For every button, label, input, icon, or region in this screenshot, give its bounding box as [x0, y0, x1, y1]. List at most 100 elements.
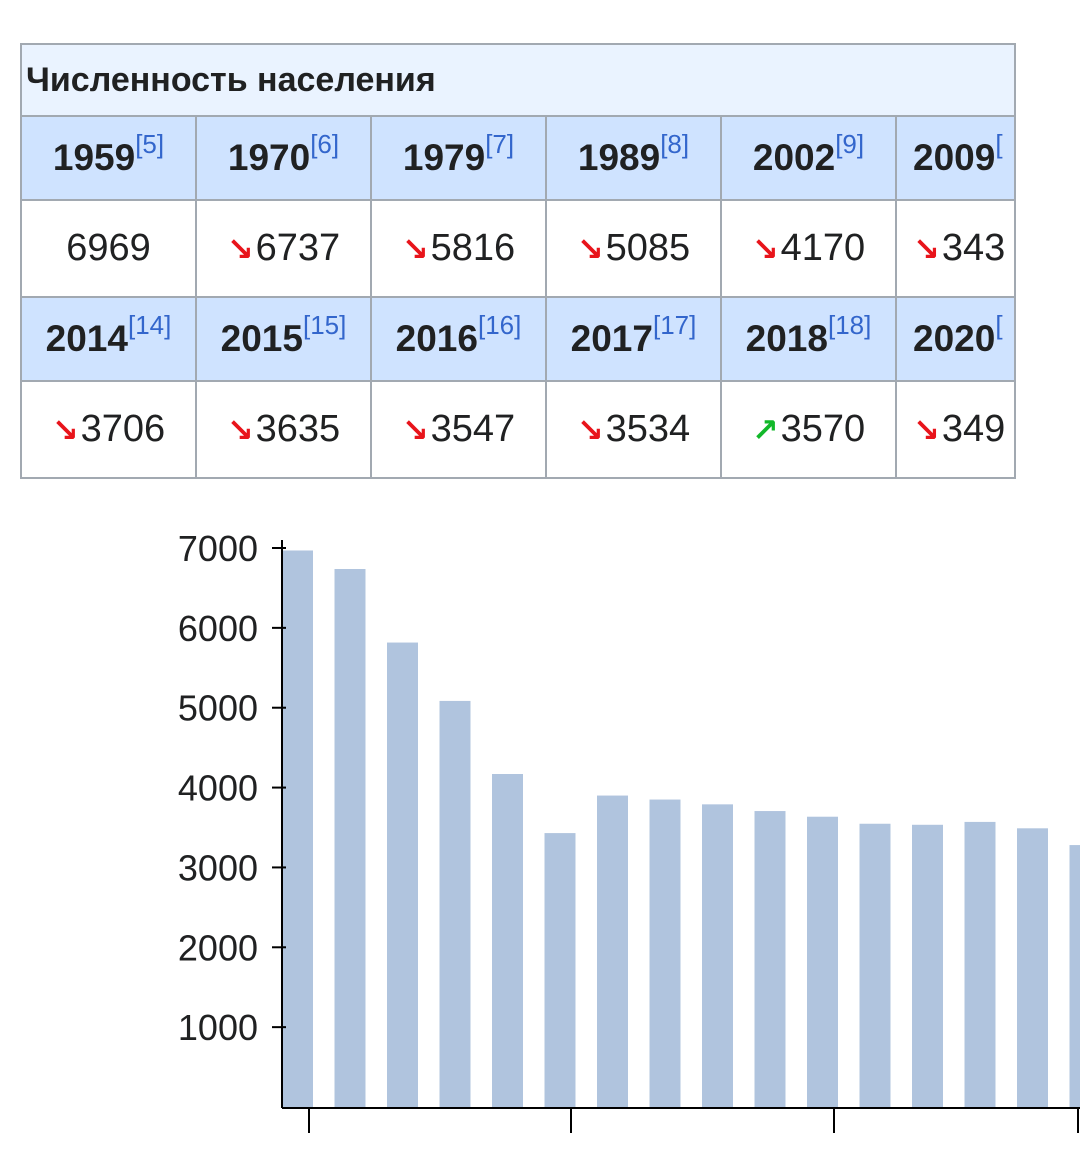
reference-link[interactable]: [16] — [477, 309, 522, 340]
y-tick-label: 7000 — [178, 528, 258, 569]
increase-arrow-icon: ↗ — [751, 411, 779, 448]
chart-bar — [544, 833, 576, 1107]
year-label: 1959 — [52, 137, 136, 178]
chart-bar — [597, 795, 628, 1107]
population-value: 5085 — [605, 227, 691, 269]
year-label: 2017 — [570, 318, 653, 359]
population-value-cell: ↘ 3547 — [372, 382, 547, 477]
year-header-cell: 2020[ — [897, 298, 1014, 382]
chart-bar — [702, 804, 733, 1107]
population-value-cell: ↘ 349 — [897, 382, 1014, 477]
reference-link[interactable]: [14] — [127, 309, 172, 340]
chart-bar — [859, 823, 891, 1107]
chart-bar — [492, 773, 523, 1107]
year-header-cell: 2017 [17] — [547, 298, 722, 382]
year-header-cell: 1979 [7] — [372, 117, 547, 201]
decrease-arrow-icon: ↘ — [226, 230, 254, 267]
population-value: 3547 — [430, 408, 516, 450]
reference-link[interactable]: [ — [995, 309, 1003, 340]
year-header-row: 2014 [14] 2015 [15] 2016 [16] 2017 [17] 2018 [18]… — [22, 298, 1014, 382]
year-label: 2009 — [913, 137, 996, 178]
reference-link[interactable]: [9] — [835, 128, 865, 159]
chart-bar — [754, 811, 786, 1107]
year-header-cell: 1959 [5] — [22, 117, 197, 201]
population-value: 6969 — [66, 227, 151, 269]
year-header-cell: 2009[ — [897, 117, 1014, 201]
reference-link[interactable]: [6] — [310, 128, 340, 159]
decrease-arrow-icon: ↘ — [226, 411, 254, 448]
decrease-arrow-icon: ↘ — [751, 230, 779, 267]
population-table: Численность населения 1959 [5] 1970 [6] 1979… — [20, 43, 1016, 479]
chart-bar — [1069, 845, 1080, 1107]
y-tick-label: 2000 — [178, 927, 258, 968]
population-value: 3534 — [605, 408, 691, 450]
population-value: 3635 — [255, 408, 341, 450]
chart-bar — [807, 816, 838, 1107]
population-value: 343 — [941, 227, 1006, 269]
population-value-cell: ↘ 5816 — [372, 201, 547, 298]
reference-link[interactable]: [ — [995, 128, 1003, 159]
population-value-cell: ↘ 3534 — [547, 382, 722, 477]
table-caption: Численность населения — [22, 45, 1014, 117]
reference-link[interactable]: [7] — [485, 128, 515, 159]
year-label: 1989 — [577, 137, 661, 178]
decrease-arrow-icon: ↘ — [576, 230, 604, 267]
population-value-cell: ↘ 6737 — [197, 201, 372, 298]
year-label: 2018 — [745, 318, 828, 359]
population-value: 3570 — [780, 408, 866, 450]
year-header-cell: 1989 [8] — [547, 117, 722, 201]
population-value: 349 — [941, 408, 1006, 450]
population-value-row: 6969 ↘ 6737 ↘ 5816 ↘ 5085 ↘ 4170 ↘ 343 — [22, 201, 1014, 298]
year-label: 2015 — [220, 318, 303, 359]
year-header-row: 1959 [5] 1970 [6] 1979 [7] 1989 [8] 2002 [9] 2009[ — [22, 117, 1014, 201]
chart-bar — [649, 799, 681, 1107]
chart-bar — [387, 642, 418, 1107]
reference-link[interactable]: [8] — [660, 128, 690, 159]
decrease-arrow-icon: ↘ — [51, 411, 79, 448]
year-label: 2002 — [752, 137, 836, 178]
y-tick-label: 5000 — [178, 688, 258, 729]
y-tick-label: 4000 — [178, 768, 258, 809]
year-label: 2020 — [913, 318, 996, 359]
decrease-arrow-icon: ↘ — [401, 230, 429, 267]
population-value: 5816 — [430, 227, 516, 269]
population-value-cell: ↘ 343 — [897, 201, 1014, 298]
reference-link[interactable]: [15] — [302, 309, 347, 340]
year-header-cell: 2016 [16] — [372, 298, 547, 382]
y-tick-label: 1000 — [178, 1007, 258, 1048]
reference-link[interactable]: [5] — [135, 128, 165, 159]
year-label: 1970 — [227, 137, 311, 178]
year-header-cell: 2002 [9] — [722, 117, 897, 201]
reference-link[interactable]: [17] — [652, 309, 697, 340]
decrease-arrow-icon: ↘ — [913, 230, 940, 267]
y-tick-label: 6000 — [178, 608, 258, 649]
population-value: 3706 — [80, 408, 166, 450]
decrease-arrow-icon: ↘ — [913, 411, 940, 448]
year-label: 1979 — [402, 137, 486, 178]
y-tick-label: 3000 — [178, 847, 258, 888]
year-label: 2016 — [395, 318, 478, 359]
population-value-cell: ↘ 5085 — [547, 201, 722, 298]
chart-bar — [282, 550, 313, 1107]
decrease-arrow-icon: ↘ — [576, 411, 604, 448]
year-header-cell: 2018 [18] — [722, 298, 897, 382]
year-header-cell: 2014 [14] — [22, 298, 197, 382]
chart-bar — [334, 569, 366, 1107]
population-value-cell: 6969 — [22, 201, 197, 298]
population-value-cell: ↘ 4170 — [722, 201, 897, 298]
population-bar-chart: 1000 2000 3000 4000 5000 6000 7000 — [178, 528, 1080, 1133]
year-label: 2014 — [45, 318, 128, 359]
population-value-cell: ↘ 3706 — [22, 382, 197, 477]
population-value: 6737 — [255, 227, 341, 269]
chart-bar — [1017, 828, 1048, 1107]
reference-link[interactable]: [18] — [827, 309, 872, 340]
chart-bar — [964, 821, 996, 1107]
population-value-row: ↘ 3706 ↘ 3635 ↘ 3547 ↘ 3534 ↗ 3570 ↘ 349 — [22, 382, 1014, 477]
population-value-cell: ↘ 3635 — [197, 382, 372, 477]
population-value: 4170 — [780, 227, 866, 269]
population-value-cell: ↗ 3570 — [722, 382, 897, 477]
year-header-cell: 2015 [15] — [197, 298, 372, 382]
chart-bar — [439, 700, 471, 1107]
chart-bar — [912, 824, 943, 1107]
year-header-cell: 1970 [6] — [197, 117, 372, 201]
